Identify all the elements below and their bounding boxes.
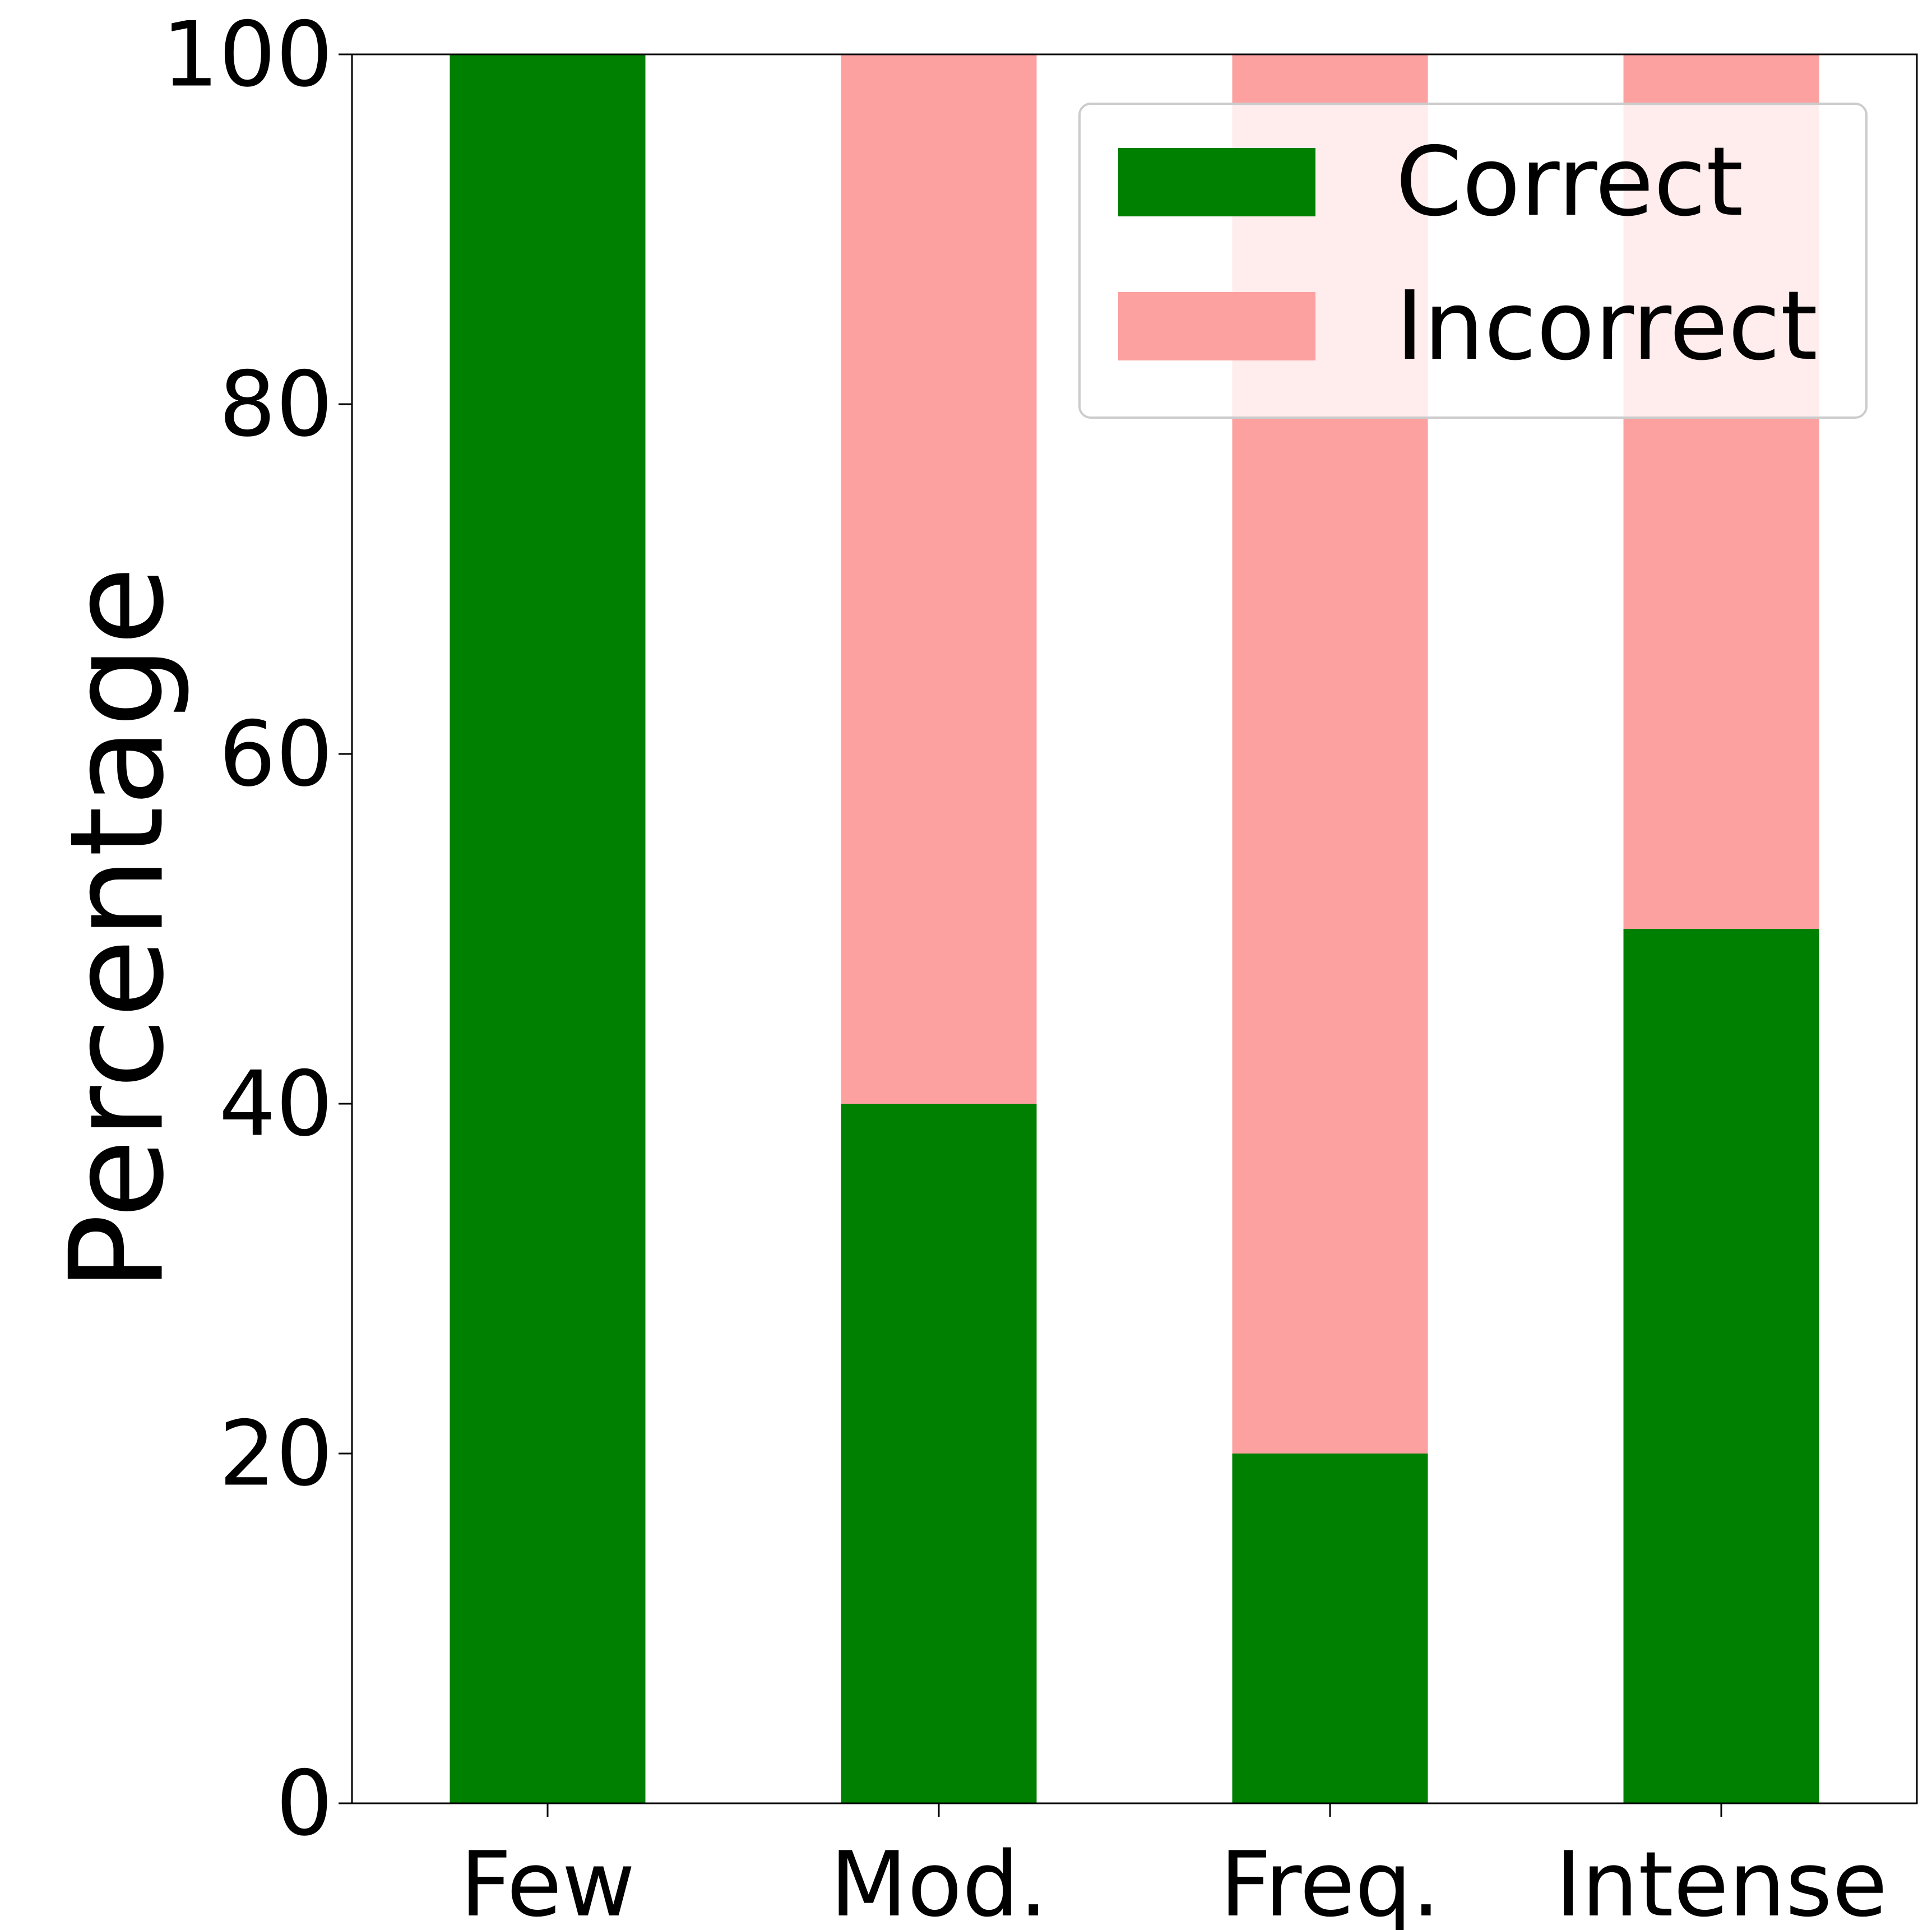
- x-tick-label-intense: Intense: [1555, 1832, 1888, 1930]
- legend-label-incorrect: Incorrect: [1396, 271, 1818, 382]
- y-tick-label-40: 40: [219, 1052, 333, 1156]
- y-tick-label-100: 100: [162, 2, 333, 107]
- y-axis-ticks: 0 20 40 60 80 100: [162, 2, 352, 1856]
- bar-correct-mod: [841, 1104, 1037, 1803]
- plot-area-frame: [351, 53, 1918, 1804]
- legend: Correct Incorrect: [1078, 103, 1868, 419]
- legend-label-correct: Correct: [1396, 127, 1743, 238]
- bars-group: [450, 54, 1819, 1803]
- y-tick-label-20: 20: [219, 1401, 333, 1506]
- bar-correct-few: [450, 54, 646, 1803]
- x-tick-label-freq: Freq.: [1220, 1832, 1440, 1930]
- x-tick-label-few: Few: [460, 1832, 636, 1930]
- legend-swatch-correct: [1118, 148, 1315, 216]
- y-tick-label-60: 60: [219, 702, 333, 807]
- x-tick-label-mod: Mod.: [830, 1832, 1048, 1930]
- bar-correct-intense: [1623, 929, 1819, 1803]
- legend-swatch-incorrect: [1118, 292, 1315, 360]
- y-tick-label-80: 80: [219, 352, 333, 457]
- y-tick-label-0: 0: [276, 1751, 333, 1856]
- bar-incorrect-mod: [841, 54, 1037, 1104]
- y-axis-title: Percentage: [43, 566, 193, 1292]
- bar-correct-freq: [1232, 1454, 1428, 1803]
- x-axis-ticks: Few Mod. Freq. Intense: [460, 1803, 1888, 1930]
